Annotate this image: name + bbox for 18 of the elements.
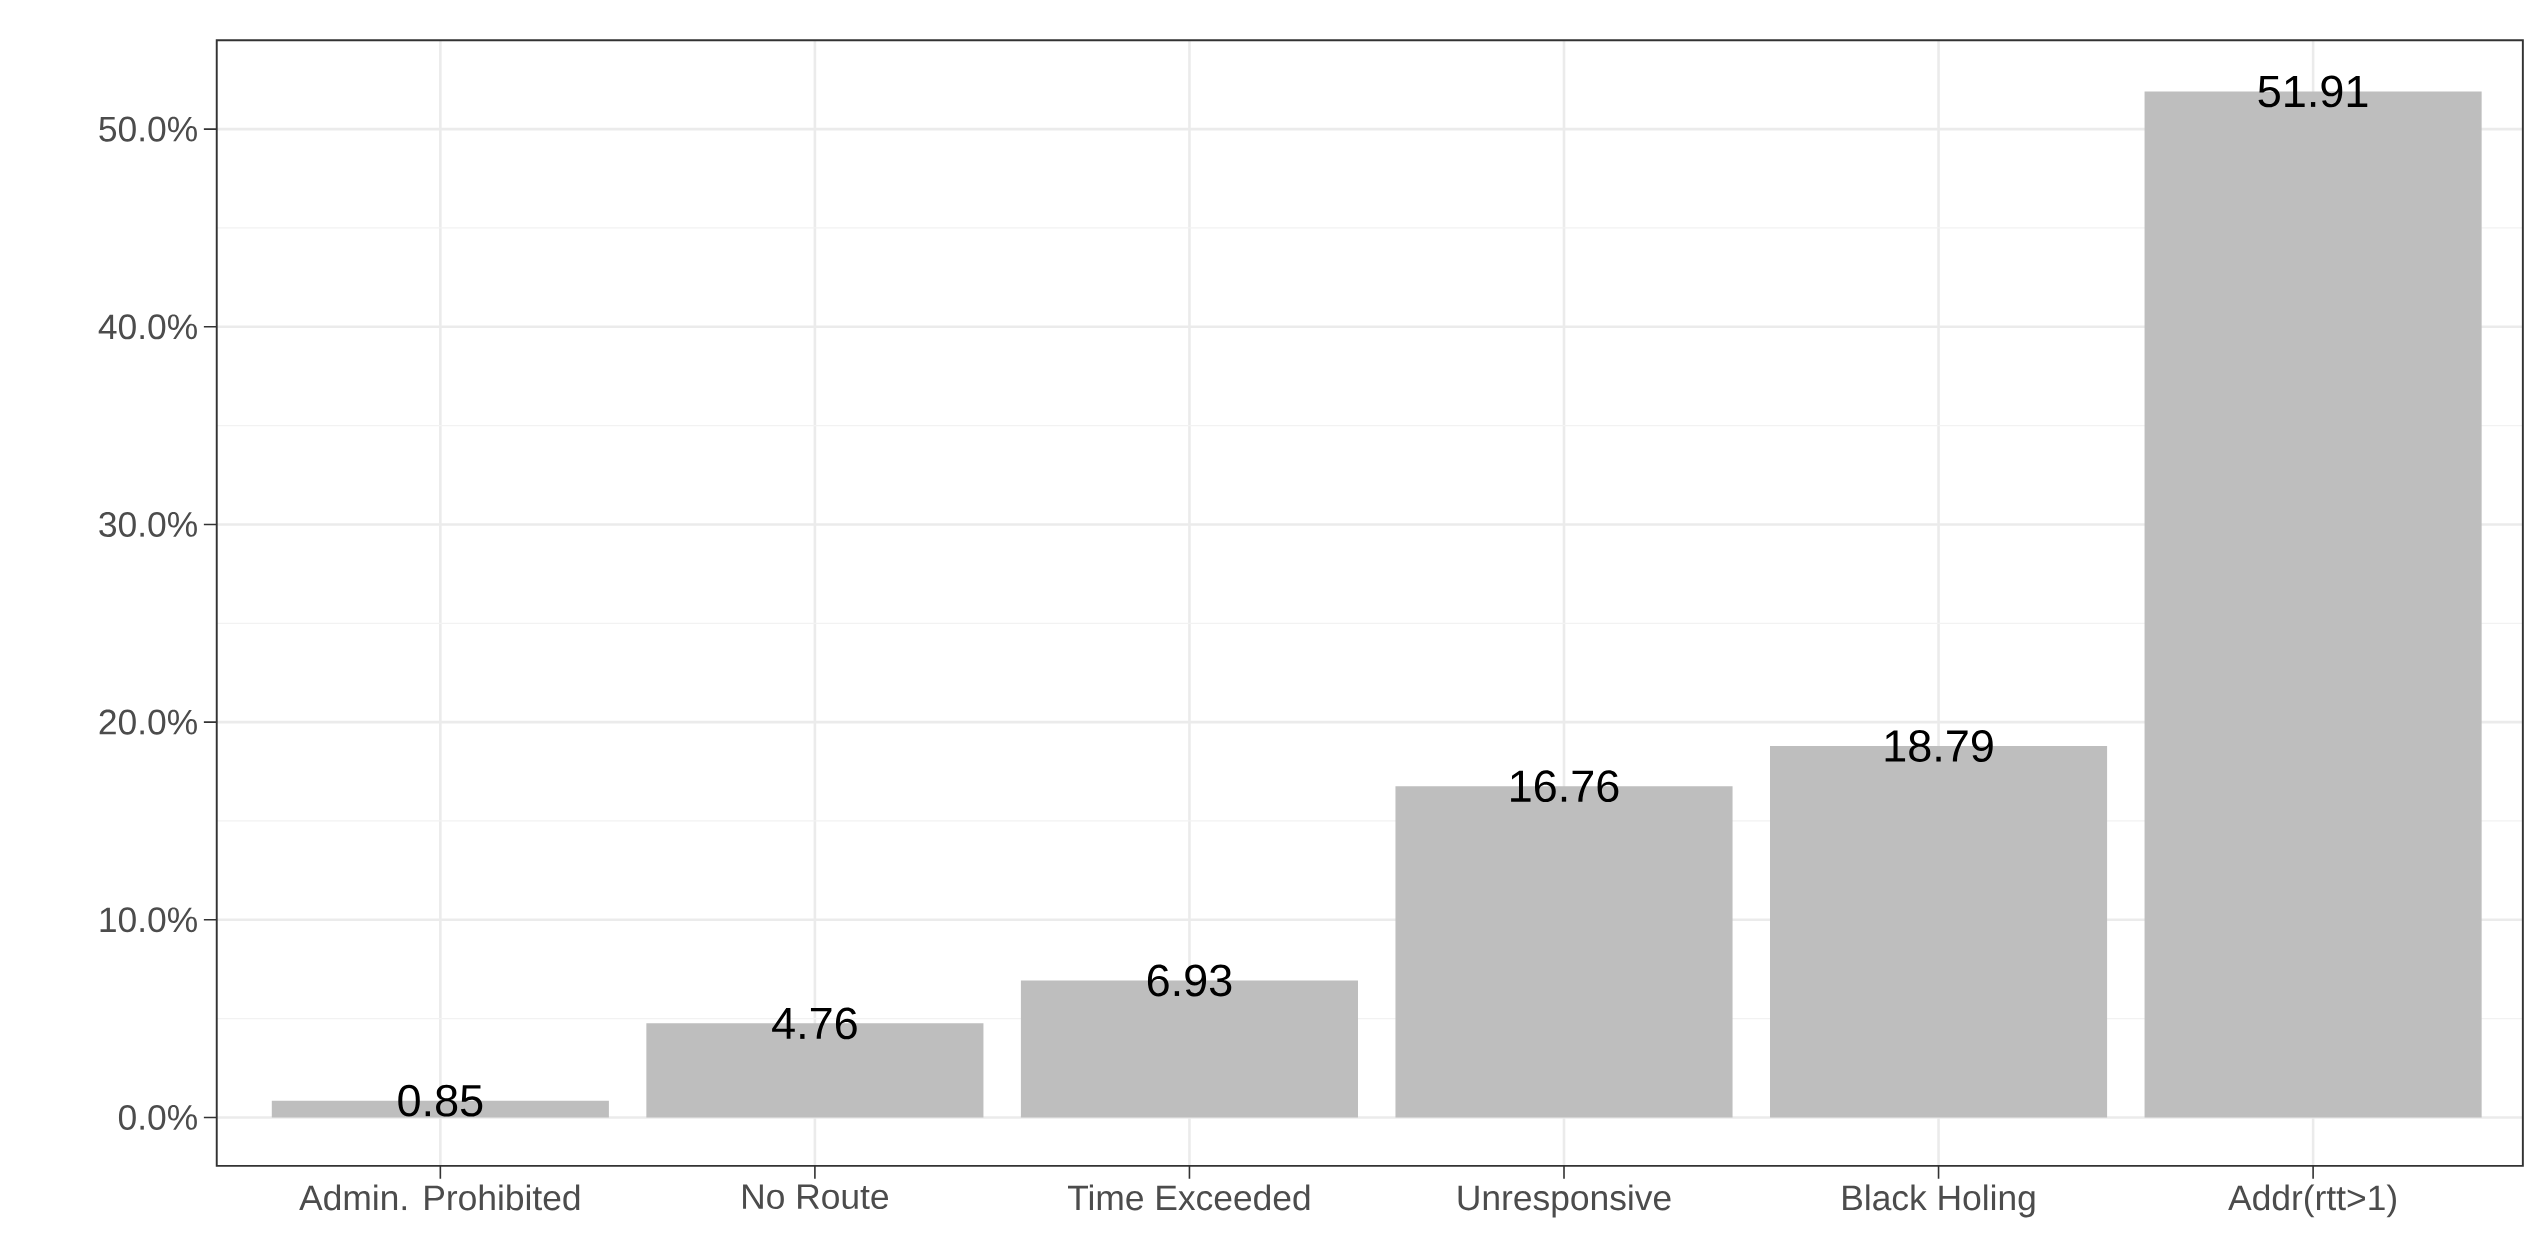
y-tick-label: 50.0% xyxy=(99,116,197,142)
x-tick-label: Black Holing xyxy=(1843,1184,2035,1218)
data-label: 18.79 xyxy=(1885,729,1993,762)
data-label: 6.93 xyxy=(1147,964,1232,997)
y-tick-label: 30.0% xyxy=(99,511,197,537)
x-tick-label: Addr(rtt>1) xyxy=(2228,1184,2396,1218)
y-tick-label: 0.0% xyxy=(118,1104,197,1130)
data-label: 16.76 xyxy=(1511,770,1619,802)
y-tick-label: 40.0% xyxy=(98,314,197,340)
data-label: 0.85 xyxy=(398,1084,483,1117)
y-tick-label: 20.0% xyxy=(99,709,197,735)
data-label: 4.76 xyxy=(772,1007,857,1040)
x-tick-label: Admin. Prohibited xyxy=(299,1184,580,1211)
x-tick-label: No Route xyxy=(743,1184,889,1209)
data-label: 51.91 xyxy=(2258,75,2368,108)
x-tick-label: Time Exceeded xyxy=(1068,1184,1310,1211)
y-tick-label: 10.0% xyxy=(100,907,197,933)
x-tick-label: Unresponsive xyxy=(1458,1184,1671,1218)
